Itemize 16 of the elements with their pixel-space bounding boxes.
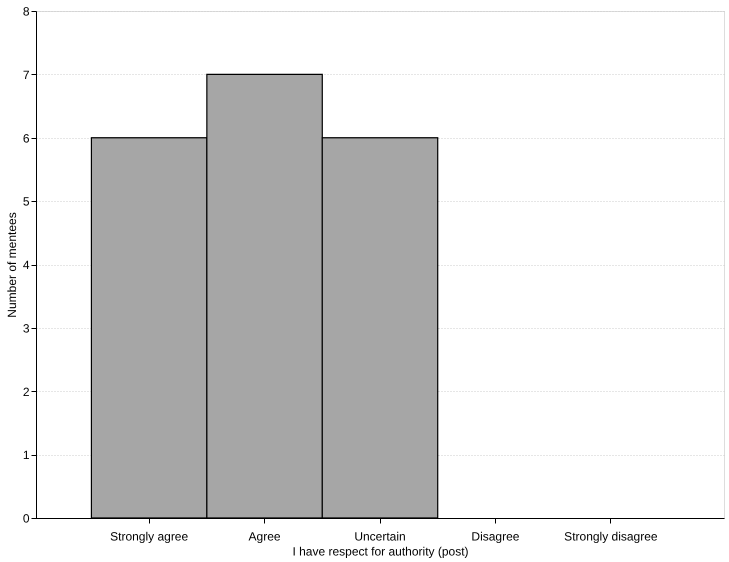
- x-axis-title: I have respect for authority (post): [292, 544, 469, 558]
- x-tick-label: Disagree: [471, 530, 520, 544]
- y-tick-label: 6: [22, 131, 30, 146]
- y-tick-label: 7: [22, 68, 30, 82]
- x-tick-label: Strongly agree: [110, 530, 188, 544]
- y-tick-label: 8: [22, 4, 30, 18]
- y-tick-label: 4: [22, 258, 30, 272]
- y-tick-label: 5: [22, 194, 30, 209]
- y-tick-label: 2: [22, 384, 30, 399]
- x-tick-label: Uncertain: [354, 530, 406, 544]
- y-axis-title: Number of mentees: [4, 212, 19, 318]
- x-tick-label: Agree: [248, 530, 281, 544]
- y-tick-label: 0: [22, 512, 30, 526]
- x-tick-label: Strongly disagree: [564, 530, 658, 544]
- y-tick-label: 1: [22, 448, 30, 462]
- y-tick-label: 3: [22, 321, 30, 336]
